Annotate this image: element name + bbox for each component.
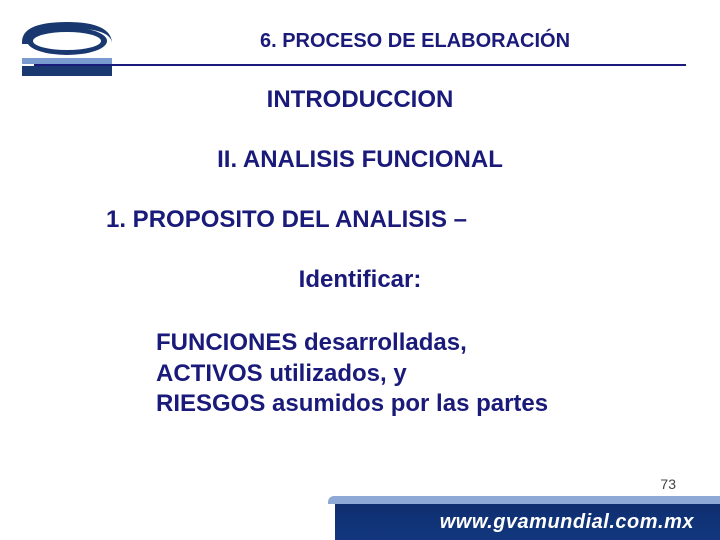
section-proposito: 1. PROPOSITO DEL ANALISIS – [106,206,467,234]
body-text: FUNCIONES desarrolladas, ACTIVOS utiliza… [156,328,548,420]
section-identificar: Identificar: [0,266,720,294]
section-introduccion: INTRODUCCION [0,86,720,114]
footer-light-bar [328,496,720,504]
slide: 6. PROCESO DE ELABORACIÓN INTRODUCCION I… [0,0,720,540]
company-logo [22,22,112,77]
body-line-3-rest: asumidos por las partes [265,390,548,417]
body-line-2-rest: utilizados, y [263,360,407,387]
section-analisis-funcional: II. ANALISIS FUNCIONAL [0,146,720,174]
page-number: 73 [660,476,676,492]
footer: www.gvamundial.com.mx [0,496,720,540]
body-line-2: ACTIVOS utilizados, y [156,359,548,390]
body-line-1: FUNCIONES desarrolladas, [156,328,548,359]
body-line-2-bold: ACTIVOS [156,360,263,387]
header-divider [34,64,686,66]
body-line-1-bold: FUNCIONES [156,329,297,356]
footer-url: www.gvamundial.com.mx [440,511,694,534]
header-title: 6. PROCESO DE ELABORACIÓN [145,30,685,53]
body-line-3: RIESGOS asumidos por las partes [156,389,548,420]
body-line-3-bold: RIESGOS [156,390,265,417]
body-line-1-rest: desarrolladas, [297,329,466,356]
